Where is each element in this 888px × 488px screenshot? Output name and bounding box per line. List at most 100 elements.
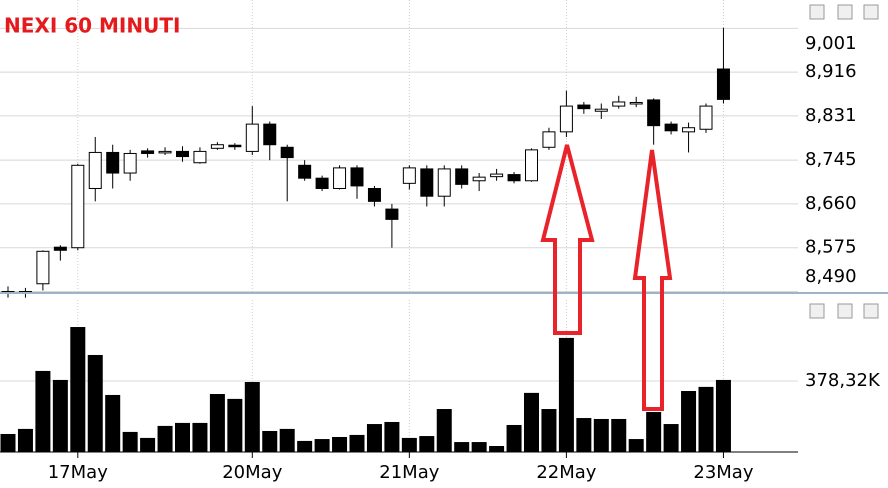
minimize-button[interactable] bbox=[809, 303, 825, 319]
volume-bar bbox=[157, 425, 173, 452]
candle-body bbox=[559, 105, 573, 133]
y-tick-label: 8,490 bbox=[805, 266, 857, 287]
volume-bar bbox=[419, 436, 435, 452]
window-buttons[interactable] bbox=[809, 4, 879, 319]
x-tick-label: 23May bbox=[693, 462, 753, 483]
volume-bar bbox=[436, 409, 452, 452]
volume-bar bbox=[366, 424, 382, 452]
candle-body bbox=[141, 150, 155, 154]
candle-body bbox=[699, 105, 713, 130]
candle-body bbox=[123, 152, 137, 174]
candle-body bbox=[629, 101, 643, 105]
volume-bar bbox=[297, 440, 313, 452]
minimize-button[interactable] bbox=[809, 4, 825, 20]
volume-bar bbox=[558, 337, 574, 452]
chart-title: NEXI 60 MINUTI bbox=[4, 14, 180, 38]
volume-bar bbox=[611, 418, 627, 452]
x-tick-label: 17May bbox=[48, 462, 108, 483]
candle-body bbox=[298, 164, 312, 179]
candle-body bbox=[490, 173, 504, 178]
volume-bar bbox=[541, 409, 557, 452]
volume-bar bbox=[506, 424, 522, 452]
volume-bar bbox=[87, 354, 103, 452]
candle-body bbox=[280, 146, 294, 159]
volume-bar bbox=[0, 433, 16, 452]
candle-body bbox=[577, 104, 591, 110]
y-tick-label: 378,32K bbox=[805, 370, 881, 391]
volume-bar bbox=[681, 391, 697, 452]
volume-bar bbox=[663, 424, 679, 452]
volume-bar bbox=[576, 418, 592, 452]
annotation-arrow bbox=[632, 149, 673, 411]
volume-bar bbox=[715, 379, 731, 452]
volume-bar bbox=[279, 428, 295, 452]
volume-bar bbox=[70, 327, 86, 452]
restore-button[interactable] bbox=[837, 4, 853, 20]
marks-layer bbox=[0, 27, 731, 452]
candle-body bbox=[385, 208, 399, 220]
candle-body bbox=[647, 99, 661, 127]
volume-bar bbox=[593, 418, 609, 452]
volume-bar bbox=[175, 422, 190, 452]
restore-button[interactable] bbox=[837, 303, 853, 319]
candle-body bbox=[525, 149, 538, 182]
candle-body bbox=[88, 151, 102, 189]
x-tick-label: 21May bbox=[379, 462, 439, 483]
volume-bar bbox=[332, 436, 348, 452]
candle-body bbox=[176, 150, 189, 158]
candle-body bbox=[210, 144, 224, 149]
volume-bar bbox=[140, 437, 156, 452]
candle-body bbox=[664, 123, 678, 132]
volume-bar bbox=[209, 394, 225, 452]
volume-bar bbox=[52, 379, 68, 452]
candle-body bbox=[106, 151, 120, 174]
candle-body bbox=[542, 131, 556, 148]
volume-bar bbox=[471, 442, 487, 452]
candle-body bbox=[245, 123, 259, 152]
candle-body bbox=[71, 164, 85, 249]
candle-body bbox=[455, 168, 469, 185]
candle-body bbox=[315, 177, 329, 189]
candle-body bbox=[367, 187, 381, 202]
annotation-arrow bbox=[540, 144, 595, 335]
candle-body bbox=[472, 176, 486, 182]
close-button[interactable] bbox=[863, 4, 879, 20]
volume-bar bbox=[314, 439, 330, 452]
volume-bar bbox=[122, 431, 138, 452]
volume-bar bbox=[524, 392, 539, 452]
volume-bar bbox=[17, 428, 33, 452]
candle-body bbox=[350, 167, 364, 187]
candle-body bbox=[158, 150, 172, 154]
candle-body bbox=[333, 167, 347, 189]
volume-bar bbox=[628, 439, 644, 452]
y-tick-label: 9,001 bbox=[805, 33, 857, 54]
volume-bar bbox=[384, 421, 400, 452]
candle-body bbox=[36, 250, 50, 285]
volume-bar bbox=[489, 445, 505, 452]
close-button[interactable] bbox=[863, 303, 879, 319]
volume-bar bbox=[227, 398, 243, 452]
volume-bar bbox=[698, 386, 714, 452]
candle-body bbox=[420, 168, 434, 197]
volume-bar bbox=[105, 394, 121, 452]
y-tick-label: 8,575 bbox=[805, 237, 857, 258]
candle-body bbox=[612, 101, 626, 107]
volume-bar bbox=[35, 370, 51, 452]
candle-body bbox=[507, 174, 521, 182]
y-tick-label: 8,745 bbox=[805, 149, 857, 170]
volume-bar bbox=[454, 442, 470, 452]
candle-body bbox=[53, 246, 67, 251]
volume-bar bbox=[401, 437, 417, 452]
volume-bar bbox=[192, 422, 208, 452]
y-tick-label: 8,660 bbox=[805, 193, 857, 214]
volume-bar bbox=[646, 412, 662, 452]
volume-bar bbox=[262, 430, 278, 452]
y-tick-label: 8,916 bbox=[805, 61, 857, 82]
candle-body bbox=[437, 168, 451, 197]
x-tick-label: 22May bbox=[536, 462, 596, 483]
y-tick-label: 8,831 bbox=[805, 105, 857, 126]
candle-body bbox=[402, 167, 416, 184]
candle-body bbox=[263, 123, 277, 146]
